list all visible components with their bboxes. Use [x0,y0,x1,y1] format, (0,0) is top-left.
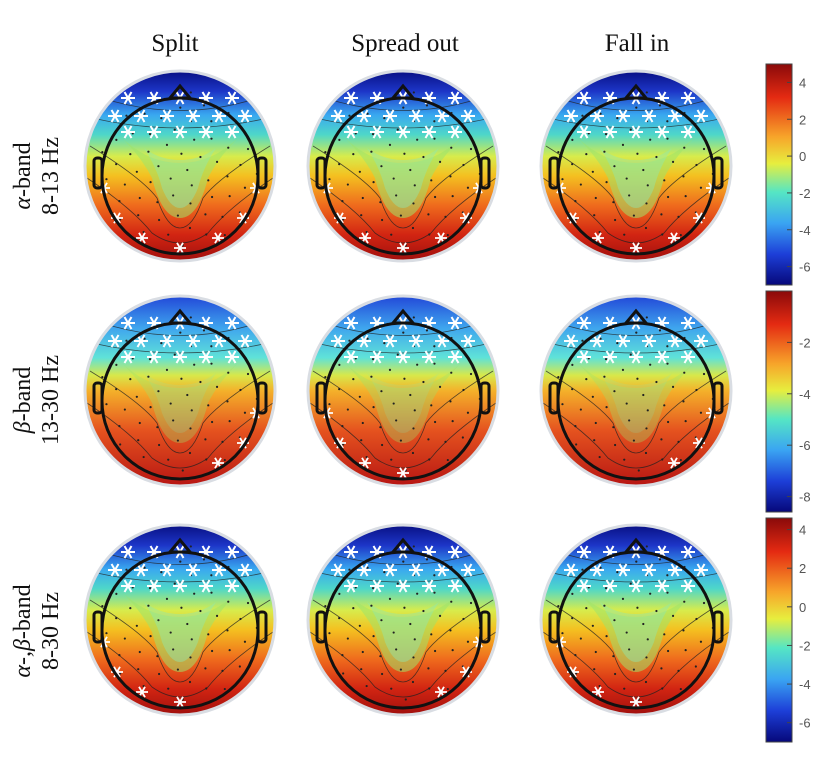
colorbar-tick-label: -2 [799,186,811,201]
colorbar-tick-label: 2 [799,112,806,127]
row-label-beta: β-band 13-30 Hz [10,355,64,445]
topomap [306,523,500,717]
topomap [83,523,277,717]
colorbar-tick-label: 4 [799,523,806,538]
topomap [306,294,500,488]
colorbar-tick-label: -4 [799,387,811,402]
topomap [83,294,277,488]
colorbar-tick-label: 0 [799,149,806,164]
row-label-alpha-beta: α-,β-band 8-30 Hz [10,584,64,678]
colorbar-tick-label: -4 [799,223,811,238]
colorbar-tick-label: -6 [799,716,811,731]
topomap [539,294,733,488]
column-title-spread-out: Spread out [351,30,459,57]
colorbar-tick-label: -4 [799,677,811,692]
row-label-alpha: α-band 8-13 Hz [10,137,64,215]
colorbar-tick-label: 0 [799,600,806,615]
column-title-split: Split [151,30,199,57]
topomap [83,69,277,263]
colorbar-tick-label: -6 [799,260,811,275]
colorbar-tick-label: -2 [799,638,811,653]
topomap [539,69,733,263]
colorbar-tick-label: 2 [799,561,806,576]
topomap [306,69,500,263]
colorbar-tick-label: 4 [799,75,806,90]
colorbar-tick-label: -8 [799,490,811,505]
colorbar: 4 2 0 -2 -4 -6 [765,63,811,286]
column-title-fall-in: Fall in [604,30,670,57]
colorbar: 4 2 0 -2 -4 -6 [765,517,811,743]
colorbar-tick-label: -2 [799,335,811,350]
topomap [539,523,733,717]
colorbar-tick-label: -6 [799,438,811,453]
colorbar: -2 -4 -6 -8 [765,290,811,513]
